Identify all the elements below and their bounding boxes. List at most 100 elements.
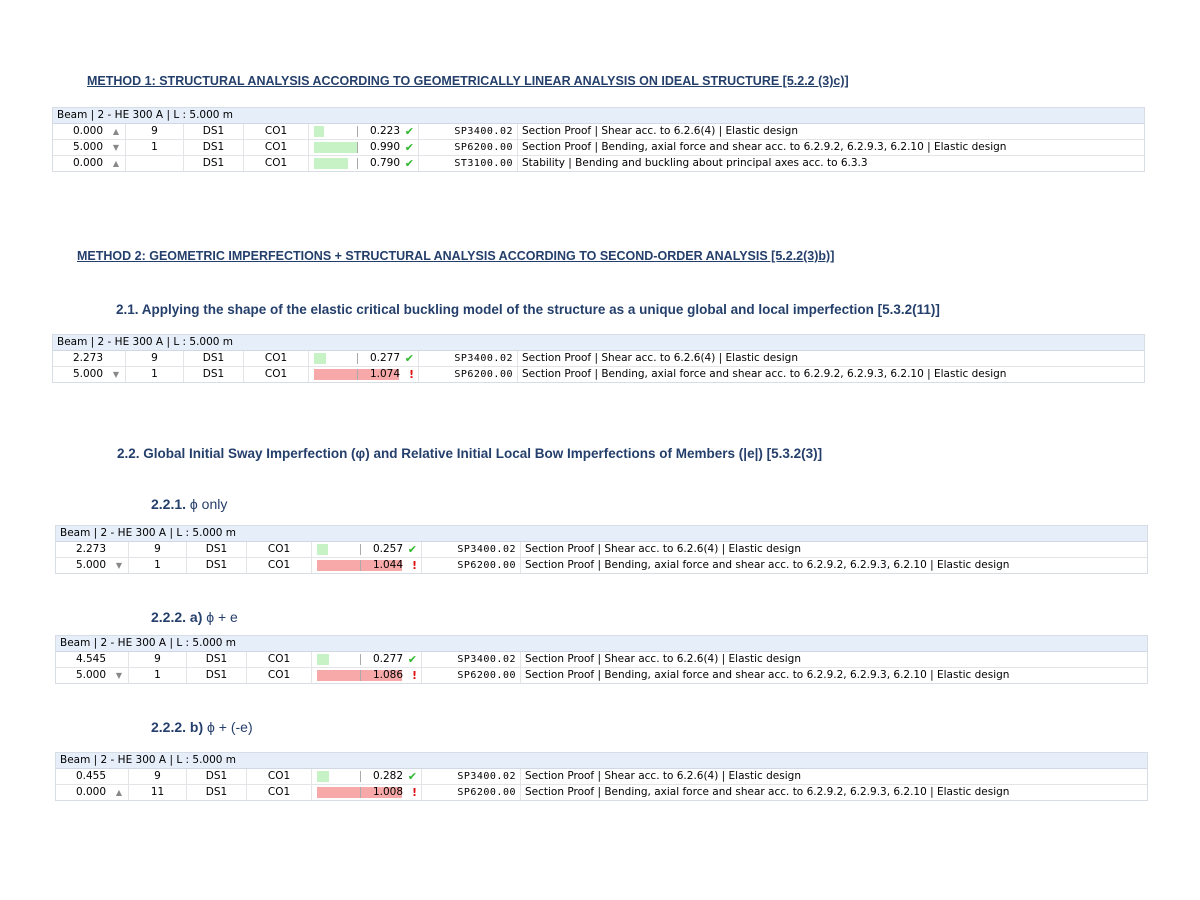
location-cell: 2.273 — [53, 351, 126, 366]
ratio-limit-tick — [360, 654, 361, 665]
check-description: Section Proof | Bending, axial force and… — [522, 141, 1007, 153]
check-icon: ✔ — [404, 157, 414, 170]
design-ratio-cell: 1.086! — [312, 668, 422, 683]
ratio-bar-fill — [314, 369, 399, 380]
design-ratio-cell: 1.044! — [312, 558, 422, 573]
results-table-2-2-2a: Beam | 2 - HE 300 A | L : 5.000 m 4.545 9 D… — [55, 635, 1148, 684]
check-icon: ✔ — [407, 770, 417, 783]
table-row[interactable]: 0.000 ▲ DS1 CO1 0.790 ✔ ST3100.00 Stability | B… — [53, 156, 1144, 171]
ratio-value: 0.790 — [369, 157, 400, 169]
design-ratio-cell: 0.277 ✔ — [309, 351, 419, 366]
combination-cell: CO1 — [244, 124, 309, 139]
combination-cell: CO1 — [244, 367, 309, 382]
location-number-cell: 9 — [129, 652, 187, 667]
combination-cell: CO1 — [247, 652, 312, 667]
exclamation-icon: ! — [411, 669, 417, 682]
design-situation-cell: DS1 — [184, 140, 244, 155]
check-type-code: SP6200.00 — [422, 558, 521, 573]
ratio-value: 0.257 — [372, 543, 403, 555]
design-situation-cell: DS1 — [184, 351, 244, 366]
table-row[interactable]: 2.273 9 DS1 CO1 0.277 ✔ SP3400.02 Section Proof… — [53, 351, 1144, 367]
results-table-method1: Beam | 2 - HE 300 A | L : 5.000 m 0.000 ▲ 9… — [52, 107, 1145, 172]
table-row[interactable]: 2.273 9 DS1 CO1 0.257 ✔ SP3400.02 Section Proof… — [56, 542, 1147, 558]
combination-cell: CO1 — [247, 542, 312, 557]
location-number-cell — [126, 156, 184, 171]
ratio-value: 1.044 — [372, 559, 403, 571]
ratio-limit-tick — [357, 353, 358, 364]
table-header: Beam | 2 - HE 300 A | L : 5.000 m — [56, 526, 1147, 542]
ratio-limit-tick — [360, 560, 361, 571]
location-cell: 0.000 ▲ — [56, 785, 129, 800]
location-number-cell: 9 — [129, 769, 187, 784]
location-number-cell: 1 — [126, 367, 184, 382]
check-description: Stability | Bending and buckling about p… — [522, 157, 868, 169]
check-type-code: SP3400.02 — [419, 351, 518, 366]
location-number-cell: 1 — [126, 140, 184, 155]
table-row[interactable]: 5.000 ▼ 1 DS1 CO1 1.074! SP6200.00 Section Proo… — [53, 367, 1144, 382]
ratio-bar-fill — [314, 353, 326, 364]
design-situation-cell: DS1 — [187, 769, 247, 784]
design-ratio-cell: 0.990 ✔ — [309, 140, 419, 155]
section-number: 2.2.2. a) — [151, 609, 203, 625]
table-header: Beam | 2 - HE 300 A | L : 5.000 m — [56, 753, 1147, 769]
check-description: Section Proof | Shear acc. to 6.2.6(4) |… — [522, 352, 798, 364]
method1-heading: METHOD 1: STRUCTURAL ANALYSIS ACCORDING … — [87, 74, 849, 88]
ratio-limit-tick — [357, 142, 358, 153]
exclamation-icon: ! — [411, 559, 417, 572]
check-description: Section Proof | Bending, axial force and… — [525, 559, 1010, 571]
check-icon: ✔ — [407, 543, 417, 556]
location-value: 4.545 — [75, 653, 106, 665]
results-table-2-2-2b: Beam | 2 - HE 300 A | L : 5.000 m 0.455 9 D… — [55, 752, 1148, 801]
location-number-cell: 9 — [126, 351, 184, 366]
ratio-value: 1.074 — [369, 368, 400, 380]
table-header: Beam | 2 - HE 300 A | L : 5.000 m — [56, 636, 1147, 652]
section-2-1-heading: 2.1. Applying the shape of the elastic c… — [116, 302, 940, 317]
ratio-limit-tick — [357, 369, 358, 380]
table-row[interactable]: 5.000 ▼ 1 DS1 CO1 1.044! SP6200.00 Section Proo… — [56, 558, 1147, 573]
combination-cell: CO1 — [247, 668, 312, 683]
exclamation-icon: ! — [411, 786, 417, 799]
ratio-bar-fill — [314, 142, 357, 153]
location-value: 5.000 — [72, 368, 103, 380]
check-type-code: SP6200.00 — [419, 367, 518, 382]
location-value: 2.273 — [75, 543, 106, 555]
table-row[interactable]: 5.000 ▼ 1 DS1 CO1 1.086! SP6200.00 Section Proo… — [56, 668, 1147, 683]
location-value: 5.000 — [75, 559, 106, 571]
max-icon: ▲ — [112, 127, 119, 136]
table-row[interactable]: 4.545 9 DS1 CO1 0.277 ✔ SP3400.02 Section Proof… — [56, 652, 1147, 668]
section-number: 2.2.2. b) — [151, 719, 204, 735]
location-cell: 0.455 — [56, 769, 129, 784]
combination-cell: CO1 — [247, 769, 312, 784]
max-icon: ▲ — [112, 159, 119, 168]
section-2-2-heading: 2.2. Global Initial Sway Imperfection (φ… — [117, 446, 823, 461]
min-icon: ▼ — [112, 370, 119, 379]
ratio-limit-tick — [357, 126, 358, 137]
combination-cell: CO1 — [244, 140, 309, 155]
results-table-2-2-1: Beam | 2 - HE 300 A | L : 5.000 m 2.273 9 D… — [55, 525, 1148, 574]
location-value: 0.455 — [75, 770, 106, 782]
check-description: Section Proof | Shear acc. to 6.2.6(4) |… — [525, 543, 801, 555]
location-value: 0.000 — [75, 786, 106, 798]
combination-cell: CO1 — [244, 351, 309, 366]
ratio-bar-fill — [317, 670, 402, 681]
min-icon: ▼ — [115, 561, 122, 570]
design-ratio-cell: 0.790 ✔ — [309, 156, 419, 171]
ratio-value: 1.086 — [372, 669, 403, 681]
method2-heading: METHOD 2: GEOMETRIC IMPERFECTIONS + STRU… — [77, 249, 835, 263]
check-icon: ✔ — [407, 653, 417, 666]
section-number: 2.2.1. — [151, 496, 187, 512]
table-row[interactable]: 0.000 ▲ 9 DS1 CO1 0.223 ✔ SP3400.02 Section Proo… — [53, 124, 1144, 140]
ratio-bar-fill — [317, 787, 402, 798]
table-row[interactable]: 0.000 ▲ 11 DS1 CO1 1.008! SP6200.00 Section Pro… — [56, 785, 1147, 800]
section-2-2-1-heading: 2.2.1. ϕ only — [151, 496, 227, 512]
check-type-code: SP6200.00 — [419, 140, 518, 155]
location-value: 5.000 — [72, 141, 103, 153]
table-header: Beam | 2 - HE 300 A | L : 5.000 m — [53, 335, 1144, 351]
table-row[interactable]: 0.455 9 DS1 CO1 0.282 ✔ SP3400.02 Section Proof… — [56, 769, 1147, 785]
ratio-value: 0.990 — [369, 141, 400, 153]
location-cell: 5.000 ▼ — [56, 668, 129, 683]
ratio-limit-tick — [360, 670, 361, 681]
table-row[interactable]: 5.000 ▼ 1 DS1 CO1 0.990 ✔ SP6200.00 Section Proo… — [53, 140, 1144, 156]
location-value: 0.000 — [72, 125, 103, 137]
location-value: 5.000 — [75, 669, 106, 681]
